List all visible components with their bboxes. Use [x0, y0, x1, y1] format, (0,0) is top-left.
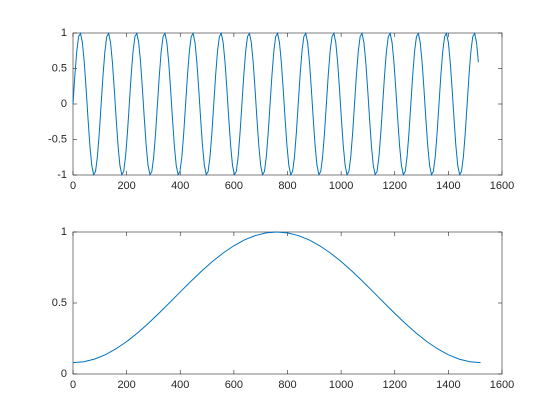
- x-tick-label: 1200: [383, 379, 407, 391]
- x-tick-label: 600: [225, 379, 243, 391]
- y-tick-label: 0.5: [52, 297, 67, 309]
- x-tick-label: 1600: [490, 180, 514, 192]
- y-tick-label: 0: [61, 98, 67, 110]
- x-tick-label: 1000: [329, 379, 353, 391]
- x-tick-label: 1000: [329, 180, 353, 192]
- x-tick-label: 800: [278, 379, 296, 391]
- data-line: [72, 31, 479, 177]
- x-tick-label: 1400: [436, 379, 460, 391]
- axes-box: [72, 231, 503, 375]
- y-tick-label: 1: [61, 226, 67, 238]
- x-tick-label: 600: [225, 180, 243, 192]
- x-tick-label: 400: [171, 180, 189, 192]
- x-tick-label: 400: [171, 379, 189, 391]
- x-tick-label: 1400: [436, 180, 460, 192]
- data-line: [72, 231, 481, 364]
- x-tick-label: 800: [278, 180, 296, 192]
- y-tick-label: -1: [57, 169, 67, 181]
- x-tick-label: 1200: [383, 180, 407, 192]
- x-tick-label: 200: [117, 180, 135, 192]
- x-tick-label: 1600: [490, 379, 514, 391]
- x-tick-label: 200: [117, 379, 135, 391]
- y-tick-label: 1: [61, 27, 67, 39]
- x-tick-label: 0: [70, 379, 76, 391]
- y-tick-label: 0: [61, 368, 67, 380]
- y-tick-label: -0.5: [48, 133, 67, 145]
- x-tick-label: 0: [70, 180, 76, 192]
- y-tick-label: 0.5: [52, 62, 67, 74]
